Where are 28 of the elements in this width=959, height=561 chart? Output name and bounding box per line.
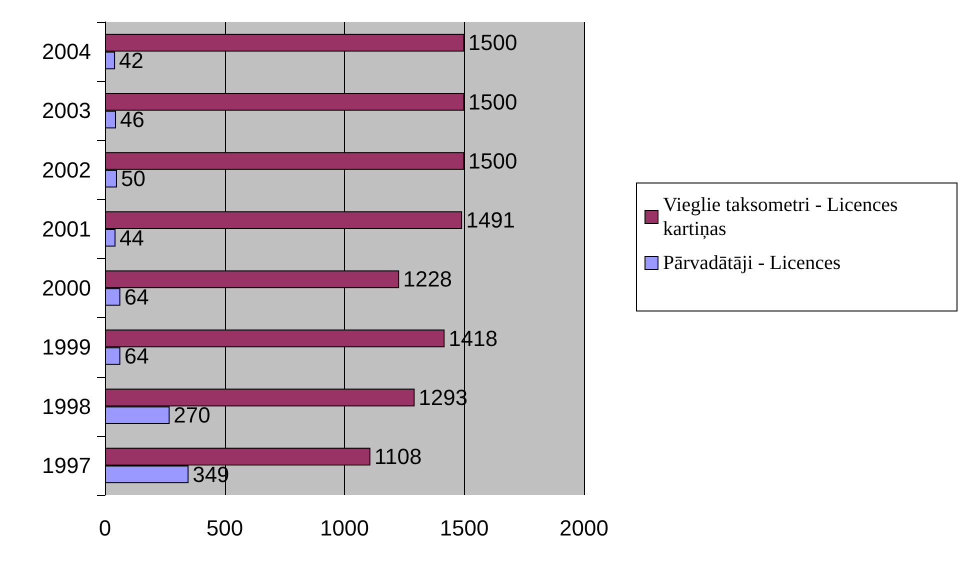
data-label: 1491 — [466, 208, 516, 233]
data-label: 46 — [120, 107, 144, 132]
data-label: 42 — [119, 48, 144, 73]
x-tick-label: 500 — [206, 516, 244, 540]
y-tick-label: 1998 — [42, 394, 91, 419]
x-tick-label: 1500 — [440, 516, 489, 540]
data-label: 270 — [174, 402, 210, 428]
y-tick-label: 2000 — [42, 276, 91, 301]
x-tick-label: 1000 — [320, 516, 369, 540]
data-label: 1500 — [468, 30, 518, 56]
data-label: 64 — [124, 284, 149, 310]
data-label: 1500 — [468, 89, 518, 114]
x-tick-label: 2000 — [560, 516, 608, 540]
data-label: 50 — [120, 166, 146, 192]
data-label: 44 — [120, 225, 144, 250]
data-label: 64 — [124, 344, 149, 369]
x-tick-label: 0 — [98, 516, 112, 540]
data-label: 1228 — [403, 266, 452, 292]
y-tick-label: 2004 — [42, 39, 91, 64]
y-tick-label: 1999 — [42, 334, 91, 360]
y-tick-label: 2003 — [42, 98, 91, 124]
data-label: 1108 — [374, 444, 422, 470]
legend-label: Vieglie taksometri - Licences kartiņas — [663, 194, 903, 240]
legend-label: Pārvadātāji - Licences — [663, 252, 841, 274]
y-tick-label: 1997 — [42, 452, 91, 478]
y-tick-label: 2002 — [42, 157, 91, 182]
data-label: 1500 — [468, 148, 518, 174]
y-tick-label: 2001 — [42, 216, 91, 242]
